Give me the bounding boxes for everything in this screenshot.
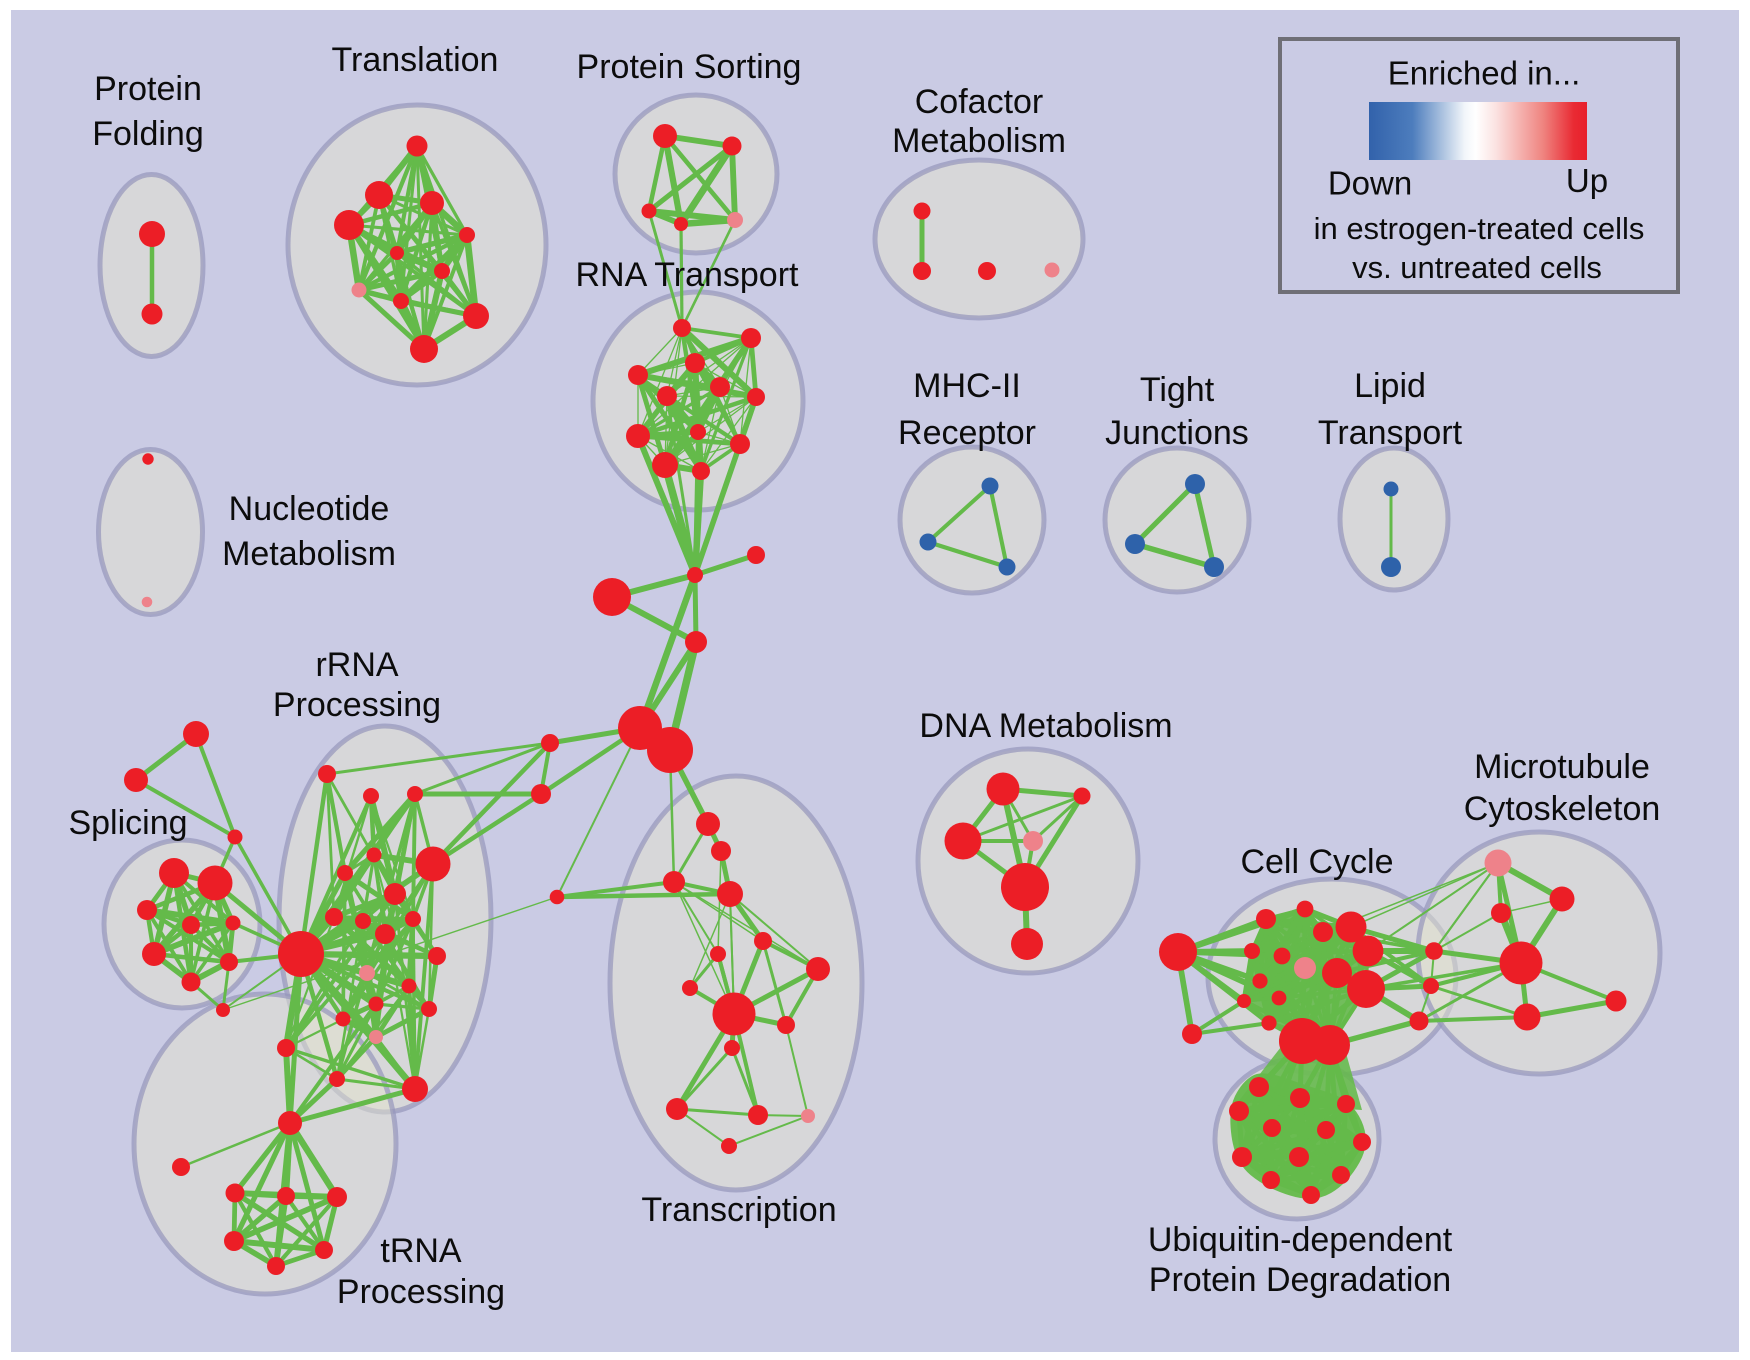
svg-text:Metabolism: Metabolism	[892, 122, 1066, 160]
svg-text:Protein Degradation: Protein Degradation	[1149, 1261, 1451, 1299]
svg-text:vs. untreated cells: vs. untreated cells	[1352, 250, 1602, 285]
svg-text:Processing: Processing	[273, 686, 441, 724]
svg-text:Splicing: Splicing	[68, 804, 187, 842]
svg-text:Receptor: Receptor	[898, 414, 1036, 452]
svg-text:Folding: Folding	[92, 115, 204, 153]
svg-text:DNA Metabolism: DNA Metabolism	[919, 707, 1172, 745]
svg-text:Down: Down	[1328, 165, 1412, 202]
svg-text:Tight: Tight	[1140, 371, 1215, 409]
svg-text:MHC-II: MHC-II	[913, 367, 1021, 405]
svg-text:Transport: Transport	[1318, 414, 1463, 452]
svg-text:in estrogen-treated cells: in estrogen-treated cells	[1314, 211, 1645, 246]
svg-text:Protein: Protein	[94, 70, 202, 108]
svg-text:Lipid: Lipid	[1354, 367, 1426, 405]
svg-text:Cofactor: Cofactor	[915, 83, 1044, 121]
svg-text:tRNA: tRNA	[380, 1232, 462, 1270]
svg-text:Translation: Translation	[332, 41, 499, 79]
svg-text:Ubiquitin-dependent: Ubiquitin-dependent	[1148, 1221, 1453, 1259]
svg-text:Metabolism: Metabolism	[222, 535, 396, 573]
svg-text:Cytoskeleton: Cytoskeleton	[1464, 790, 1661, 828]
svg-text:Cell Cycle: Cell Cycle	[1240, 843, 1393, 881]
svg-text:Nucleotide: Nucleotide	[229, 490, 390, 528]
svg-text:Enriched in...: Enriched in...	[1388, 55, 1581, 92]
svg-text:Processing: Processing	[337, 1273, 505, 1311]
svg-text:Transcription: Transcription	[641, 1191, 836, 1229]
svg-text:RNA Transport: RNA Transport	[576, 256, 800, 294]
svg-text:Up: Up	[1566, 162, 1608, 199]
svg-text:Microtubule: Microtubule	[1474, 748, 1650, 786]
svg-text:rRNA: rRNA	[315, 646, 398, 684]
svg-text:Protein Sorting: Protein Sorting	[577, 48, 802, 86]
svg-text:Junctions: Junctions	[1105, 414, 1249, 452]
